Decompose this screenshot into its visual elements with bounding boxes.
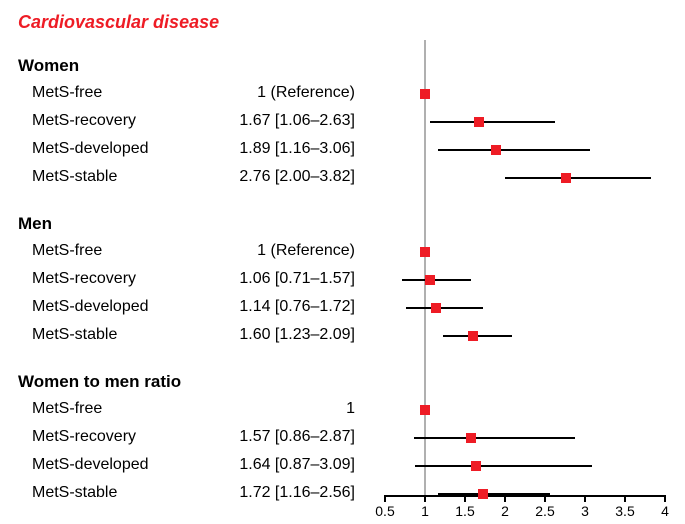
point-marker	[491, 145, 501, 155]
point-marker	[420, 405, 430, 415]
row-value: 2.76 [2.00–3.82]	[239, 168, 355, 186]
ci-whisker	[415, 465, 593, 467]
x-tick-label: 0.5	[375, 503, 394, 519]
x-tick	[504, 495, 506, 502]
row-value: 1.67 [1.06–2.63]	[239, 112, 355, 130]
row-label: MetS-recovery	[32, 428, 136, 446]
row-label: MetS-stable	[32, 484, 117, 502]
x-tick	[424, 495, 426, 502]
point-marker	[420, 89, 430, 99]
row-label: MetS-developed	[32, 456, 149, 474]
group-header: Men	[18, 214, 52, 234]
row-value: 1.64 [0.87–3.09]	[239, 456, 355, 474]
point-marker	[471, 461, 481, 471]
chart-title: Cardiovascular disease	[18, 12, 219, 33]
x-tick-label: 1	[421, 503, 429, 519]
point-marker	[478, 489, 488, 499]
point-marker	[561, 173, 571, 183]
row-value: 1	[346, 400, 355, 418]
point-marker	[468, 331, 478, 341]
row-value: 1 (Reference)	[257, 84, 355, 102]
x-axis	[385, 495, 665, 497]
point-marker	[431, 303, 441, 313]
ci-whisker	[430, 121, 556, 123]
x-tick-label: 2.5	[535, 503, 554, 519]
row-value: 1 (Reference)	[257, 242, 355, 260]
row-label: MetS-developed	[32, 140, 149, 158]
row-label: MetS-free	[32, 400, 102, 418]
ci-whisker	[402, 279, 471, 281]
row-value: 1.57 [0.86–2.87]	[239, 428, 355, 446]
row-value: 1.60 [1.23–2.09]	[239, 326, 355, 344]
row-label: MetS-free	[32, 84, 102, 102]
ci-whisker	[414, 437, 575, 439]
x-tick	[664, 495, 666, 502]
row-value: 1.72 [1.16–2.56]	[239, 484, 355, 502]
ci-whisker	[438, 493, 550, 495]
reference-line	[424, 40, 426, 495]
row-label: MetS-stable	[32, 168, 117, 186]
row-value: 1.14 [0.76–1.72]	[239, 298, 355, 316]
x-tick	[584, 495, 586, 502]
row-label: MetS-free	[32, 242, 102, 260]
row-label: MetS-developed	[32, 298, 149, 316]
forest-plot-container: Cardiovascular disease Women MetS-free 1 (…	[0, 0, 685, 524]
x-tick	[624, 495, 626, 502]
x-tick-label: 3.5	[615, 503, 634, 519]
x-tick	[544, 495, 546, 502]
row-label: MetS-recovery	[32, 270, 136, 288]
point-marker	[466, 433, 476, 443]
point-marker	[474, 117, 484, 127]
point-marker	[420, 247, 430, 257]
ci-whisker	[438, 149, 590, 151]
x-tick-label: 2	[501, 503, 509, 519]
point-marker	[425, 275, 435, 285]
x-tick-label: 4	[661, 503, 669, 519]
group-header: Women to men ratio	[18, 372, 181, 392]
row-label: MetS-stable	[32, 326, 117, 344]
row-label: MetS-recovery	[32, 112, 136, 130]
x-tick-label: 3	[581, 503, 589, 519]
ci-whisker	[505, 177, 651, 179]
row-value: 1.06 [0.71–1.57]	[239, 270, 355, 288]
x-tick-label: 1.5	[455, 503, 474, 519]
group-header: Women	[18, 56, 79, 76]
x-tick	[464, 495, 466, 502]
x-tick	[384, 495, 386, 502]
ci-whisker	[406, 307, 483, 309]
row-value: 1.89 [1.16–3.06]	[239, 140, 355, 158]
